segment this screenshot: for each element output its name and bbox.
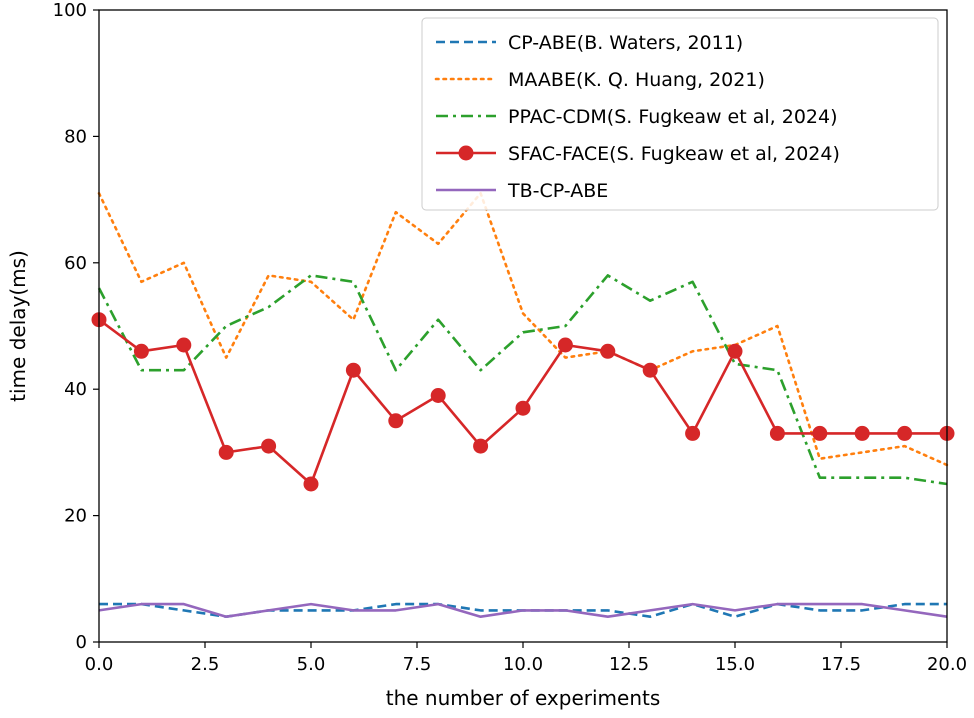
series-marker xyxy=(642,362,658,378)
legend-label-2: MAABE(K. Q. Huang, 2021) xyxy=(508,69,765,91)
series-marker xyxy=(854,425,870,441)
plot-frame xyxy=(98,9,948,643)
legend: CP-ABE(B. Waters, 2011) MAABE(K. Q. Huang… xyxy=(421,17,939,211)
y-tick-label: 0 xyxy=(76,632,87,653)
legend-box xyxy=(421,17,939,211)
x-tick-label: 12.5 xyxy=(609,654,649,675)
legend-label-4: SFAC-FACE(S. Fugkeaw et al, 2024) xyxy=(508,143,840,165)
series-marker xyxy=(430,388,446,403)
series-layer xyxy=(91,192,955,619)
x-tick-label: 7.5 xyxy=(403,654,432,675)
y-tick-label: 80 xyxy=(64,126,87,147)
y-tick-label: 20 xyxy=(64,506,87,527)
series-marker xyxy=(388,413,404,429)
series-line-2 xyxy=(97,192,949,467)
ticks-layer: 0.0 2.5 5.0 7.5 10.0 12.5 15.0 17.5 20.0 0 20 40 60 8… xyxy=(53,0,967,675)
x-tick-label: 5.0 xyxy=(297,654,326,675)
series-line-3 xyxy=(97,274,948,486)
series-marker xyxy=(897,425,913,441)
legend-label-3: PPAC-CDM(S. Fugkeaw et al, 2024) xyxy=(508,106,838,128)
x-tick-label: 15.0 xyxy=(715,654,755,675)
legend-label-1: CP-ABE(B. Waters, 2011) xyxy=(508,32,743,54)
x-tick-label: 0.0 xyxy=(85,654,114,675)
series-marker xyxy=(727,343,743,359)
legend-label-5: TB-CP-ABE xyxy=(507,180,608,202)
series-marker xyxy=(769,425,785,441)
series-marker xyxy=(176,337,192,353)
series-marker xyxy=(473,438,489,454)
x-tick-label: 17.5 xyxy=(821,654,861,675)
series-marker xyxy=(557,337,573,353)
legend-marker xyxy=(458,145,474,161)
series-marker xyxy=(345,362,361,378)
series-marker xyxy=(515,400,531,416)
series-marker xyxy=(685,425,701,441)
series-marker xyxy=(812,425,828,441)
x-tick-label: 10.0 xyxy=(503,654,543,675)
x-tick-label: 20.0 xyxy=(927,654,967,675)
series-marker xyxy=(600,343,616,359)
series-marker xyxy=(133,343,149,359)
y-tick-label: 100 xyxy=(53,0,87,21)
series-line-5 xyxy=(98,602,948,619)
y-tick-label: 60 xyxy=(64,253,87,274)
y-axis-label: time delay(ms) xyxy=(6,250,30,402)
x-axis-label: the number of experiments xyxy=(386,686,661,710)
series-marker xyxy=(261,438,277,454)
series-marker xyxy=(303,476,319,492)
y-tick-label: 40 xyxy=(64,379,87,400)
series-marker xyxy=(218,444,234,460)
x-tick-label: 2.5 xyxy=(191,654,220,675)
